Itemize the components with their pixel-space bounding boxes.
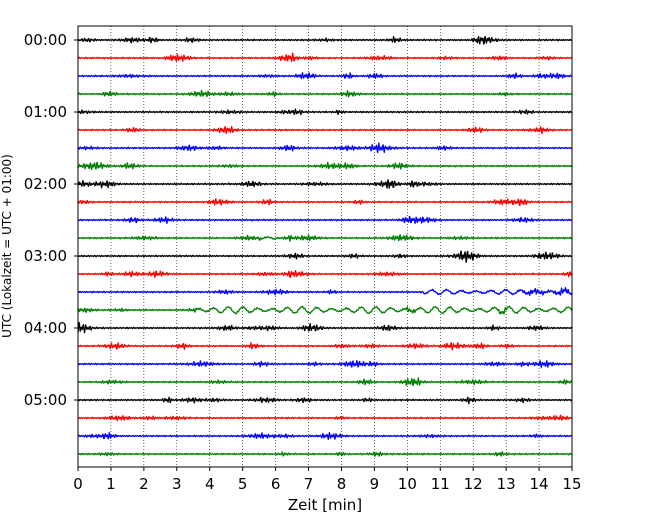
x-tick-label: 9 [370, 475, 380, 493]
x-tick-label: 1 [106, 475, 116, 493]
trace-line [77, 142, 573, 154]
plot-frame [77, 25, 573, 468]
trace-line [77, 305, 573, 315]
y-tick-label: 01:00 [24, 103, 67, 121]
trace-line [77, 377, 573, 386]
x-tick-label: 10 [398, 475, 417, 493]
trace-line [77, 269, 573, 279]
x-tick-label: 2 [139, 475, 149, 493]
x-tick-label: 12 [464, 475, 483, 493]
x-tick-label: 8 [337, 475, 347, 493]
y-axis-label: UTC (Lokalzeit = UTC + 01:00) [0, 154, 14, 338]
trace-line [77, 250, 573, 263]
x-tick-label: 0 [73, 475, 83, 493]
trace-line [77, 234, 573, 242]
x-tick-label: 11 [431, 475, 450, 493]
x-tick-label: 15 [562, 475, 581, 493]
x-tick-label: 3 [172, 475, 182, 493]
trace-line [77, 321, 573, 334]
y-tick-label: 05:00 [24, 391, 67, 409]
x-tick-label: 14 [530, 475, 549, 493]
trace-line [77, 108, 573, 116]
trace-line [77, 431, 573, 441]
trace-line [77, 72, 573, 80]
trace-line [77, 360, 573, 369]
x-axis: 0 1 2 3 4 5 6 7 8 9 10 11 12 13 14 15 [73, 467, 582, 493]
trace-line [77, 125, 573, 135]
trace-line [77, 287, 573, 296]
x-tick-label: 6 [271, 475, 281, 493]
y-tick-label: 02:00 [24, 175, 67, 193]
trace-line [77, 52, 573, 62]
x-tick-label: 13 [497, 475, 516, 493]
trace-line [77, 414, 573, 422]
y-axis: 00:00 01:00 02:00 03:00 04:00 05:00 [24, 31, 78, 409]
trace-line [77, 89, 573, 98]
y-tick-label: 03:00 [24, 247, 67, 265]
x-tick-label: 7 [304, 475, 314, 493]
x-tick-label: 5 [238, 475, 248, 493]
trace-line [77, 198, 573, 207]
traces [77, 35, 573, 457]
trace-line [77, 396, 573, 405]
trace-line [77, 451, 573, 457]
trace-line [77, 161, 573, 171]
trace-line [77, 35, 573, 45]
trace-line [77, 215, 573, 225]
y-tick-label: 00:00 [24, 31, 67, 49]
y-tick-label: 04:00 [24, 319, 67, 337]
trace-line [77, 342, 573, 351]
trace-line [77, 179, 573, 189]
x-tick-label: 4 [205, 475, 215, 493]
x-axis-label: Zeit [min] [288, 496, 362, 514]
